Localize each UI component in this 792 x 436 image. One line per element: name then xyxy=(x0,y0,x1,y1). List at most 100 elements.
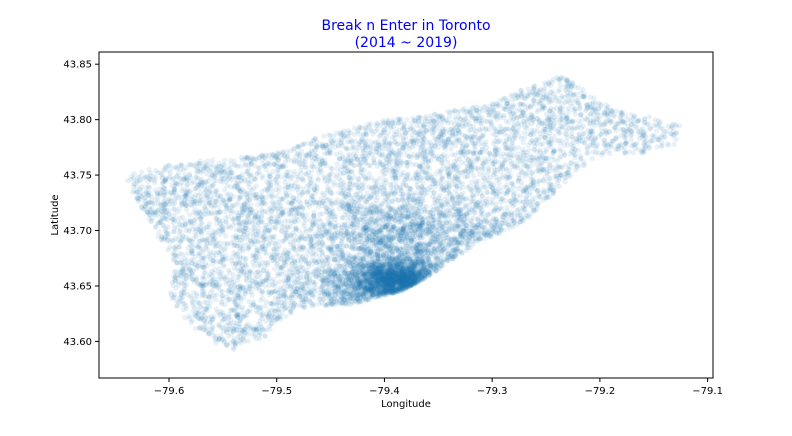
data-point xyxy=(414,213,420,219)
data-point xyxy=(543,194,550,200)
data-point xyxy=(201,324,207,330)
data-point xyxy=(284,193,290,199)
data-point xyxy=(264,262,271,268)
data-point xyxy=(276,306,282,312)
data-point xyxy=(224,293,230,300)
data-point xyxy=(349,169,355,175)
data-point xyxy=(376,223,382,229)
data-point xyxy=(385,153,392,159)
data-point xyxy=(511,103,518,109)
data-point xyxy=(450,167,456,173)
data-point xyxy=(273,176,279,183)
data-point xyxy=(187,242,193,248)
data-point xyxy=(388,124,394,130)
data-point xyxy=(592,135,599,141)
data-point xyxy=(162,189,168,196)
data-point xyxy=(319,190,325,196)
data-point xyxy=(436,134,442,140)
data-point xyxy=(231,299,237,305)
data-point xyxy=(220,310,226,316)
data-point xyxy=(253,253,259,259)
data-point xyxy=(366,266,372,272)
data-point xyxy=(179,202,185,208)
data-point xyxy=(469,115,475,121)
data-point xyxy=(375,121,381,127)
data-point xyxy=(277,279,283,285)
data-point xyxy=(540,177,546,183)
data-point xyxy=(213,199,219,205)
data-point xyxy=(258,244,265,250)
data-point xyxy=(401,197,407,203)
data-point xyxy=(436,220,442,226)
data-point xyxy=(458,239,464,245)
data-point xyxy=(501,159,507,165)
data-point xyxy=(131,181,137,187)
data-point xyxy=(472,140,479,146)
data-point xyxy=(339,248,345,254)
data-point xyxy=(131,184,137,190)
data-point xyxy=(575,84,582,90)
data-point xyxy=(251,156,257,162)
data-point xyxy=(542,155,548,161)
data-point xyxy=(424,170,430,177)
data-point xyxy=(469,161,475,167)
data-point xyxy=(424,224,431,230)
data-point xyxy=(201,270,207,276)
data-point xyxy=(282,305,288,311)
data-point xyxy=(396,206,402,212)
data-point xyxy=(379,161,385,167)
data-point xyxy=(561,75,567,81)
data-point xyxy=(543,148,549,154)
data-point xyxy=(483,144,490,150)
data-point xyxy=(367,280,373,286)
data-point xyxy=(225,241,231,247)
data-point xyxy=(164,231,170,237)
data-point xyxy=(522,135,528,141)
data-point xyxy=(477,171,483,177)
data-point xyxy=(490,160,496,167)
data-point xyxy=(520,139,527,146)
data-point xyxy=(340,153,346,160)
data-point xyxy=(530,96,537,102)
data-point xyxy=(481,170,487,176)
data-point xyxy=(235,292,241,298)
data-point xyxy=(157,170,163,176)
data-point xyxy=(399,252,405,258)
data-point xyxy=(451,182,457,188)
data-point xyxy=(204,280,210,286)
data-point xyxy=(225,267,231,273)
data-point xyxy=(195,181,201,187)
data-point xyxy=(246,180,252,187)
data-point xyxy=(241,219,247,225)
data-point xyxy=(448,146,454,152)
data-point xyxy=(314,157,320,164)
data-point xyxy=(265,181,271,187)
data-point xyxy=(673,136,679,142)
data-point xyxy=(643,134,649,140)
data-point xyxy=(341,187,347,193)
data-point xyxy=(368,121,374,127)
data-point xyxy=(315,144,321,150)
data-point xyxy=(230,239,237,245)
data-point xyxy=(395,116,401,122)
data-point xyxy=(298,234,304,240)
data-point xyxy=(525,163,531,169)
data-point xyxy=(224,274,230,280)
data-point xyxy=(284,184,290,190)
data-point xyxy=(357,232,364,238)
data-point xyxy=(225,171,232,177)
data-point xyxy=(454,246,460,252)
data-point xyxy=(363,231,370,237)
data-point xyxy=(404,159,411,165)
data-point xyxy=(255,170,261,176)
data-point xyxy=(634,119,640,125)
data-point xyxy=(571,125,577,131)
data-point xyxy=(472,115,478,121)
data-point xyxy=(222,187,228,193)
data-point xyxy=(340,279,346,285)
data-point xyxy=(655,118,661,124)
data-point xyxy=(222,168,228,174)
data-point xyxy=(379,202,385,208)
data-point xyxy=(395,232,401,238)
data-point xyxy=(590,99,596,105)
